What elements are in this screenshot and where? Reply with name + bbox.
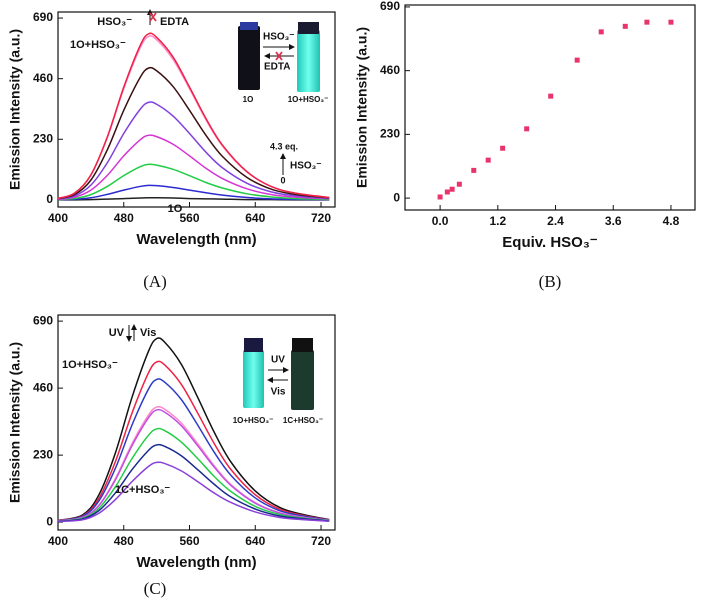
spectrum-line bbox=[57, 134, 330, 201]
x-tick-label: 2.4 bbox=[547, 214, 564, 228]
spectrum-line bbox=[57, 427, 330, 523]
x-axis-label: Wavelength (nm) bbox=[136, 231, 256, 248]
annotation: 1C+HSO₃⁻ bbox=[283, 416, 323, 425]
inset-a bbox=[147, 9, 320, 175]
y-tick-label: 460 bbox=[33, 71, 53, 85]
y-tick-label: 460 bbox=[380, 63, 400, 77]
spectrum-line bbox=[57, 184, 330, 201]
plot-frame bbox=[404, 4, 696, 211]
y-tick-label: 0 bbox=[46, 192, 53, 206]
x-axis-label: Equiv. HSO₃⁻ bbox=[502, 234, 598, 251]
y-tick-label: 230 bbox=[380, 127, 400, 141]
x-tick-label: 400 bbox=[48, 211, 68, 225]
spectrum-line bbox=[57, 408, 330, 522]
plot-frame bbox=[57, 11, 336, 208]
data-point bbox=[500, 145, 506, 151]
annotation: EDTA bbox=[264, 62, 290, 73]
annotation: 1O+HSO₃⁻ bbox=[70, 39, 126, 51]
annotation: HSO₃⁻ bbox=[97, 16, 132, 28]
y-axis-label: Emission Intensity (a.u.) bbox=[354, 27, 370, 188]
y-axis-label: Emission Intensity (a.u.) bbox=[7, 342, 23, 503]
annotation: 1O+HSO₃⁻ bbox=[233, 416, 274, 425]
annotation: 1C+HSO₃⁻ bbox=[115, 484, 170, 496]
x-tick-label: 480 bbox=[114, 211, 134, 225]
spectrum-line bbox=[57, 443, 330, 523]
data-point bbox=[644, 19, 650, 25]
data-point bbox=[574, 57, 580, 63]
y-tick-label: 230 bbox=[33, 131, 53, 145]
y-tick-label: 0 bbox=[46, 514, 53, 528]
data-point bbox=[622, 23, 628, 29]
spectrum-line bbox=[57, 101, 330, 200]
y-tick-label: 0 bbox=[393, 190, 400, 204]
spectrum-line bbox=[57, 337, 330, 522]
spectrum-line bbox=[57, 196, 330, 201]
x-tick-label: 1.2 bbox=[489, 214, 506, 228]
x-axis-label: Wavelength (nm) bbox=[136, 554, 256, 571]
x-tick-label: 640 bbox=[245, 211, 265, 225]
spectrum-line bbox=[57, 461, 330, 523]
x-tick-label: 560 bbox=[179, 211, 199, 225]
annotation: 1O+HSO₃⁻ bbox=[62, 359, 118, 371]
data-point bbox=[485, 157, 491, 163]
spectrum-line bbox=[57, 360, 330, 522]
y-tick-label: 690 bbox=[33, 10, 53, 24]
x-tick-label: 480 bbox=[114, 534, 134, 548]
panel-label: (C) bbox=[144, 579, 167, 598]
y-tick-label: 690 bbox=[380, 0, 400, 13]
x-tick-label: 4.8 bbox=[663, 214, 680, 228]
annotation: 4.3 eq. bbox=[270, 141, 298, 151]
y-axis-label: Emission Intensity (a.u.) bbox=[7, 29, 23, 190]
spectrum-line bbox=[57, 66, 330, 200]
y-tick-label: 460 bbox=[33, 380, 53, 394]
y-tick-label: 690 bbox=[33, 313, 53, 327]
data-point bbox=[437, 194, 443, 200]
panel-label: (B) bbox=[539, 272, 562, 291]
spectrum-line bbox=[57, 163, 330, 201]
annotation: EDTA bbox=[160, 16, 189, 28]
data-point bbox=[524, 126, 530, 132]
x-tick-label: 720 bbox=[311, 211, 331, 225]
inset-c bbox=[126, 324, 314, 410]
annotation: HSO₃⁻ bbox=[290, 161, 322, 172]
annotation: 1O bbox=[243, 95, 254, 104]
data-point bbox=[548, 93, 554, 99]
x-tick-label: 560 bbox=[179, 534, 199, 548]
annotation: 1O+HSO₃⁻ bbox=[288, 95, 329, 104]
plot-frame bbox=[57, 314, 336, 531]
annotation: Vis bbox=[271, 387, 286, 398]
annotation: HSO₃⁻ bbox=[263, 32, 295, 43]
x-tick-label: 640 bbox=[245, 534, 265, 548]
y-tick-label: 230 bbox=[33, 447, 53, 461]
annotation: 0 bbox=[280, 175, 285, 185]
x-tick-label: 400 bbox=[48, 534, 68, 548]
data-point bbox=[598, 29, 604, 35]
data-point bbox=[471, 167, 477, 173]
data-point bbox=[444, 189, 450, 195]
spectrum-line bbox=[57, 32, 330, 200]
data-point bbox=[449, 186, 455, 192]
annotation: Vis bbox=[140, 327, 156, 339]
x-tick-label: 3.6 bbox=[605, 214, 622, 228]
x-tick-label: 720 bbox=[311, 534, 331, 548]
panel-label: (A) bbox=[143, 272, 167, 291]
annotation: UV bbox=[271, 355, 285, 366]
annotation: UV bbox=[109, 327, 125, 339]
x-tick-label: 0.0 bbox=[432, 214, 449, 228]
annotation: 1O bbox=[168, 203, 183, 215]
data-point bbox=[668, 19, 674, 25]
data-point bbox=[456, 181, 462, 187]
spectrum-line bbox=[57, 378, 330, 522]
